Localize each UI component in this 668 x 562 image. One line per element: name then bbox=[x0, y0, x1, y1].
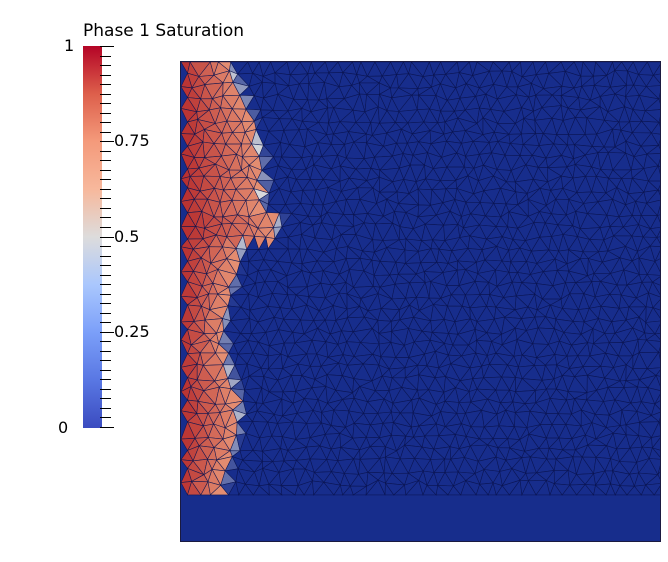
saturation-mesh-plot bbox=[180, 61, 661, 542]
colorbar-label-0-5: 0.5 bbox=[114, 227, 140, 246]
colorbar-label-0-25: 0.25 bbox=[114, 322, 150, 341]
colorbar bbox=[83, 46, 102, 428]
mesh-render bbox=[181, 62, 660, 541]
colorbar-label-1: 1 bbox=[64, 36, 75, 55]
colorbar-ticks bbox=[100, 46, 114, 428]
colorbar-title: Phase 1 Saturation bbox=[83, 21, 245, 41]
colorbar-label-0-75: 0.75 bbox=[114, 131, 150, 150]
colorbar-label-0: 0 bbox=[58, 418, 69, 437]
